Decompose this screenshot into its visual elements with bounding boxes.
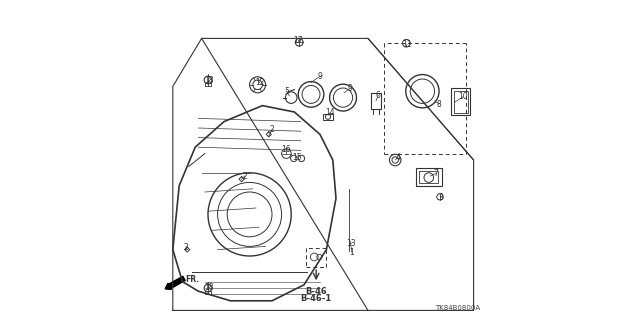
Bar (205, 291, 211, 294)
Bar (419, 171, 438, 183)
Text: B-46: B-46 (305, 287, 327, 296)
Text: 2: 2 (243, 172, 247, 180)
Text: 17: 17 (293, 36, 303, 44)
Text: 14: 14 (325, 108, 335, 117)
Bar (454, 91, 468, 113)
Text: 10: 10 (458, 92, 468, 101)
Bar (205, 83, 211, 86)
Bar (416, 168, 442, 186)
Text: B-46-1: B-46-1 (301, 294, 332, 303)
Text: 11: 11 (403, 40, 412, 49)
Text: 15: 15 (292, 153, 302, 162)
Text: 8: 8 (436, 100, 442, 108)
Text: TK84B0800A: TK84B0800A (435, 305, 480, 311)
Bar (451, 88, 470, 115)
Text: 4: 4 (396, 153, 400, 162)
Bar (371, 93, 381, 109)
Text: 9: 9 (317, 72, 323, 81)
Text: 13: 13 (346, 239, 356, 248)
Text: 7: 7 (433, 169, 438, 178)
Text: 9: 9 (347, 84, 352, 93)
Text: 16: 16 (282, 145, 291, 154)
Text: 18: 18 (204, 283, 213, 292)
Text: FR.: FR. (185, 275, 199, 284)
Text: 3: 3 (438, 193, 444, 202)
Text: 6: 6 (376, 91, 381, 100)
Text: 2: 2 (269, 125, 275, 134)
Bar (323, 114, 333, 120)
Text: 5: 5 (284, 87, 289, 96)
Text: 18: 18 (204, 76, 213, 85)
FancyArrow shape (165, 276, 185, 290)
Text: 12: 12 (255, 78, 264, 87)
Text: 1: 1 (349, 248, 355, 257)
Text: 2: 2 (184, 243, 189, 252)
